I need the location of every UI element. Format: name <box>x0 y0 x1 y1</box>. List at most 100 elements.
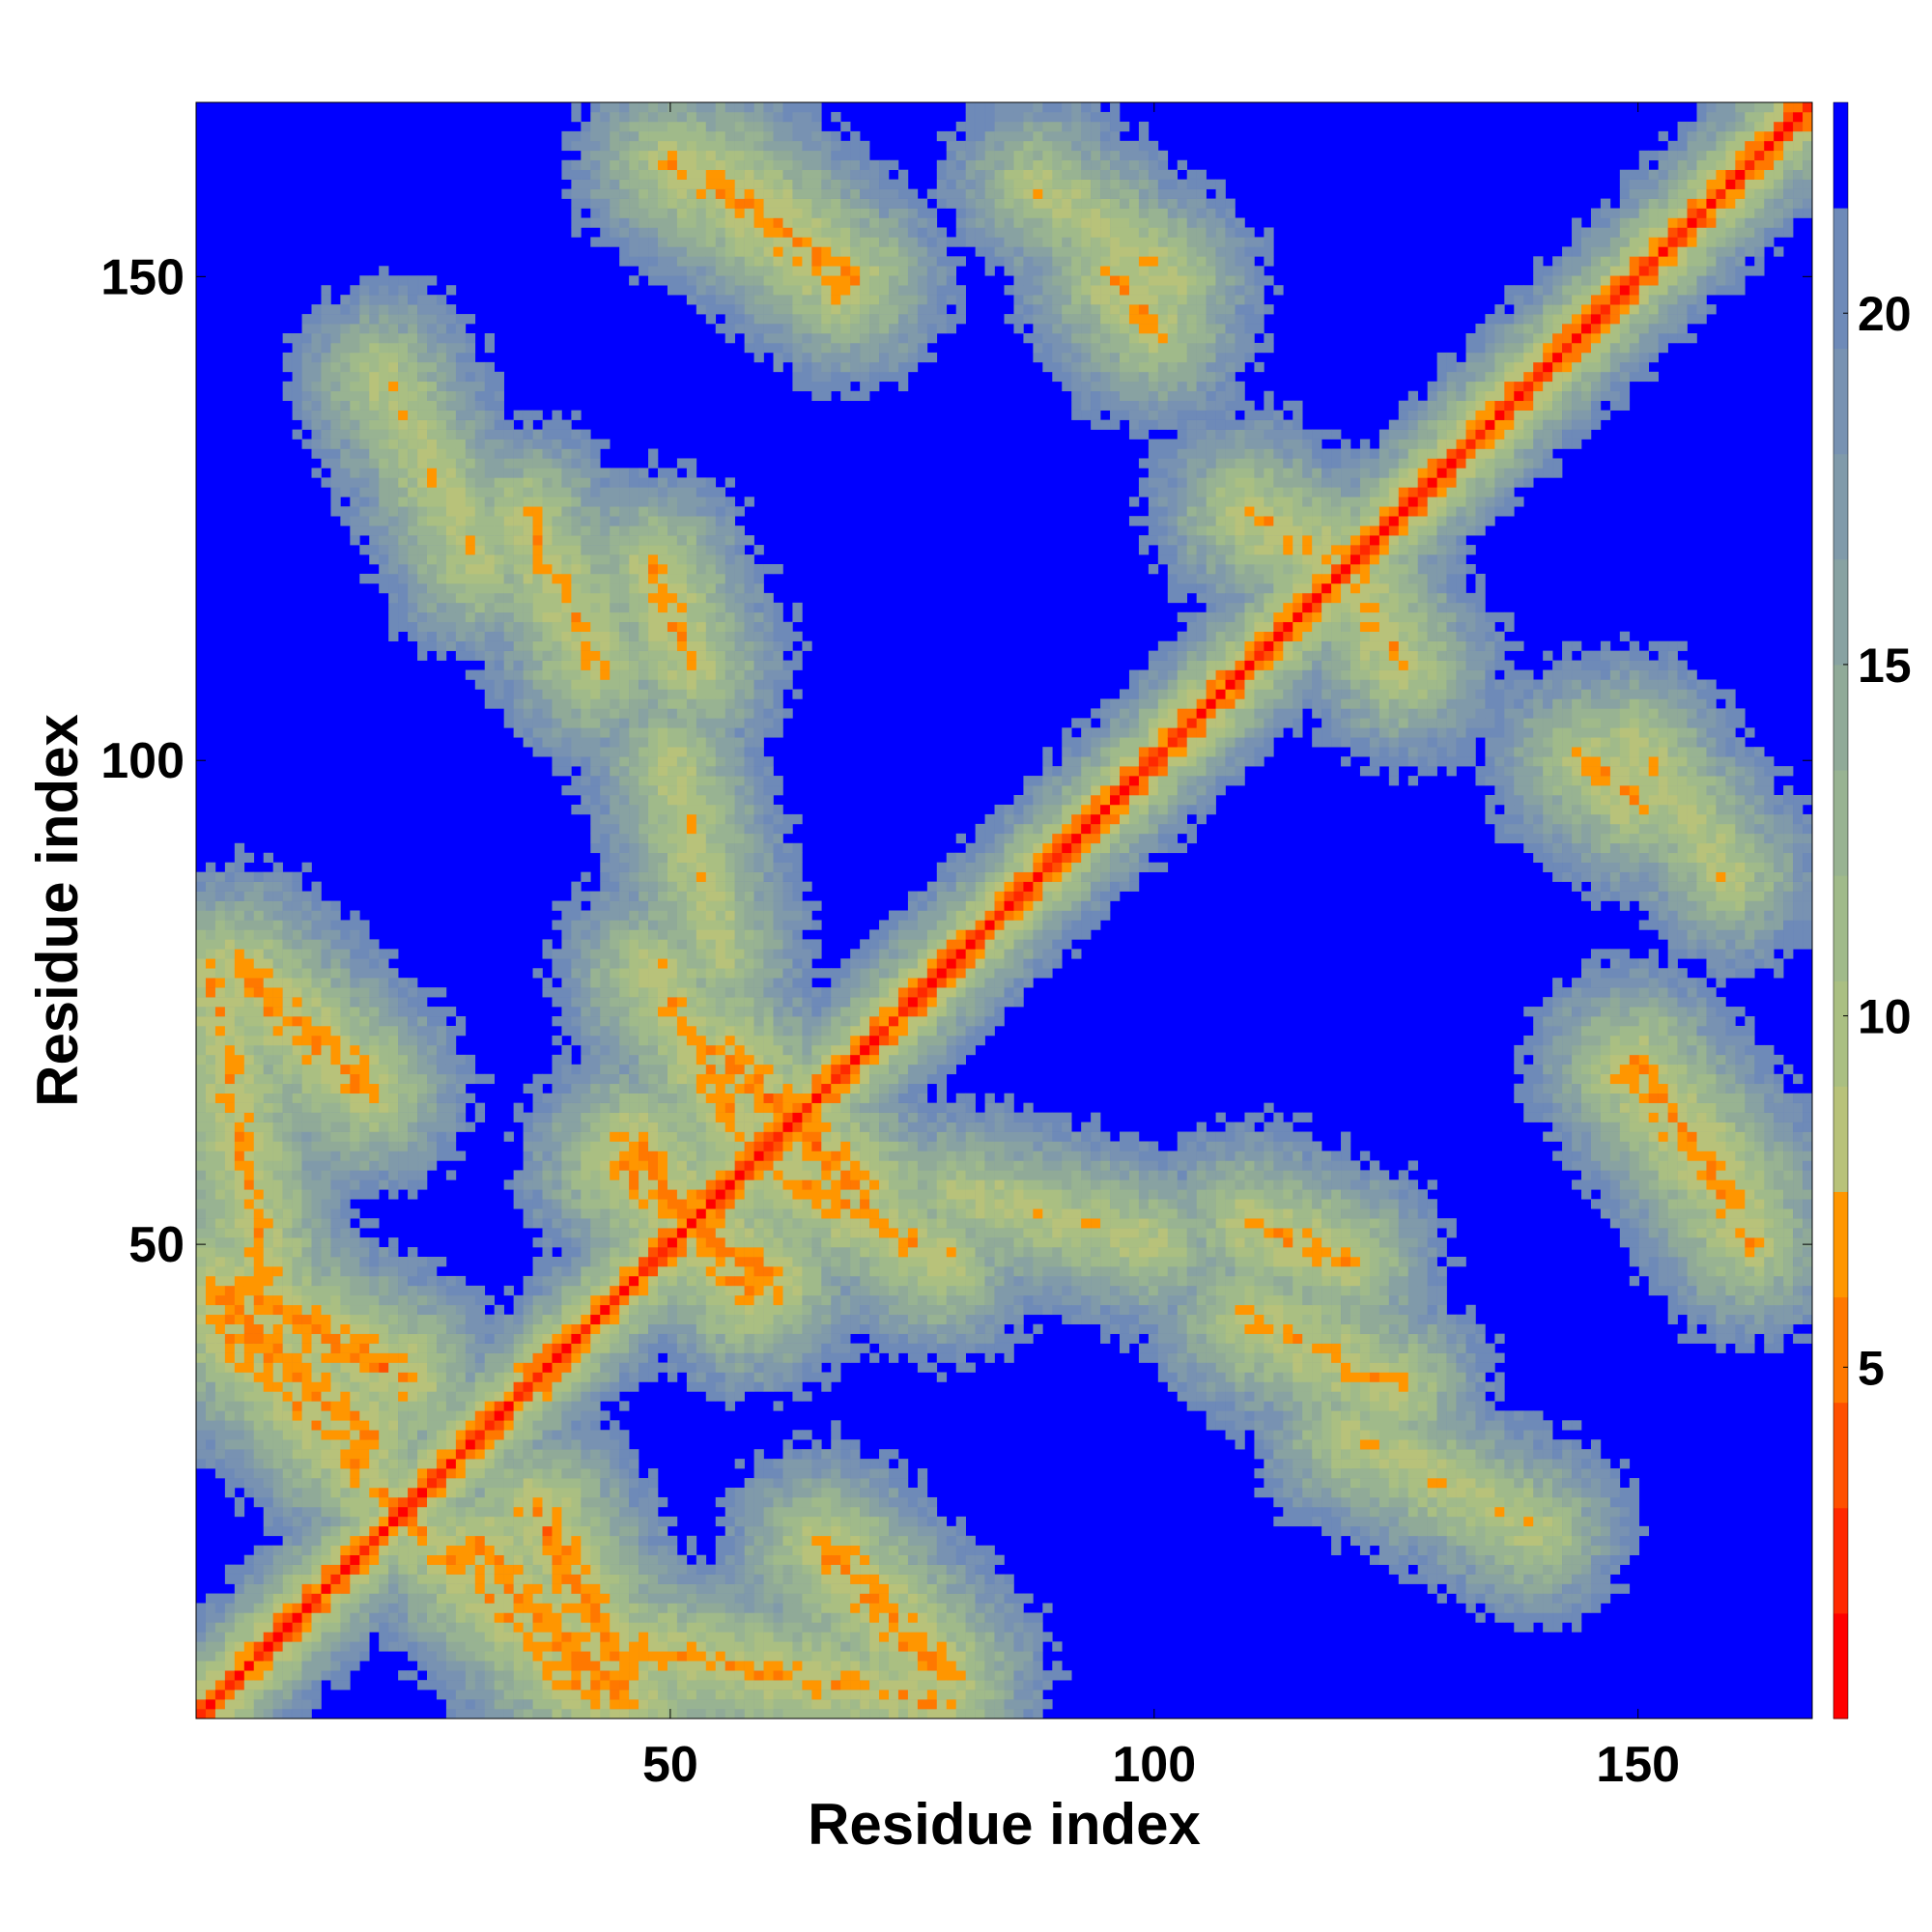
heatmap-cell <box>205 987 216 998</box>
heatmap-cell <box>369 1054 380 1065</box>
heatmap-cell <box>581 1391 591 1402</box>
heatmap-cell <box>427 1026 438 1037</box>
heatmap-cell <box>639 823 649 835</box>
heatmap-cell <box>340 1343 351 1353</box>
heatmap-cell <box>484 1401 496 1411</box>
heatmap-cell <box>427 1391 438 1402</box>
heatmap-cell <box>311 1257 322 1267</box>
heatmap-cell <box>263 1131 273 1142</box>
heatmap-cell <box>600 900 611 911</box>
heatmap-cell <box>590 602 601 613</box>
heatmap-cell <box>196 1391 207 1402</box>
heatmap-cell <box>417 1564 428 1575</box>
heatmap-cell <box>282 1208 293 1219</box>
heatmap-cell <box>436 1372 447 1382</box>
heatmap-cell <box>311 978 322 988</box>
heatmap-cell <box>532 727 543 738</box>
heatmap-cell <box>648 813 659 825</box>
heatmap-cell <box>503 669 514 680</box>
heatmap-cell <box>600 1641 611 1652</box>
heatmap-cell <box>600 650 611 661</box>
heatmap-cell <box>205 1641 216 1652</box>
heatmap-cell <box>330 314 341 325</box>
heatmap-cell <box>388 602 399 613</box>
heatmap-cell <box>272 1430 283 1440</box>
heatmap-cell <box>494 1410 504 1421</box>
heatmap-cell <box>417 458 428 469</box>
heatmap-cell <box>350 910 360 921</box>
heatmap-cell <box>639 987 649 998</box>
heatmap-cell <box>542 1496 553 1508</box>
heatmap-cell <box>292 1083 302 1094</box>
heatmap-cell <box>427 1304 438 1316</box>
heatmap-cell <box>214 1093 226 1103</box>
heatmap-cell <box>465 1506 476 1518</box>
heatmap-cell <box>282 1449 293 1460</box>
heatmap-cell <box>272 1304 283 1316</box>
heatmap-cell <box>648 1632 659 1642</box>
heatmap-cell <box>388 1007 399 1017</box>
heatmap-cell <box>532 1410 543 1421</box>
heatmap-cell <box>321 1622 331 1633</box>
heatmap-cell <box>513 1372 524 1382</box>
heatmap-cell <box>561 1343 572 1353</box>
heatmap-cell <box>205 1323 216 1334</box>
heatmap-cell <box>523 1574 533 1584</box>
heatmap-cell <box>513 448 524 459</box>
heatmap-cell <box>379 1612 389 1623</box>
heatmap-cell <box>234 1141 245 1151</box>
heatmap-cell <box>590 1535 601 1547</box>
heatmap-cell <box>600 929 611 940</box>
heatmap-cell <box>542 1381 553 1392</box>
heatmap-cell <box>301 1401 312 1411</box>
heatmap-cell <box>542 1333 553 1344</box>
heatmap-cell <box>330 1151 341 1161</box>
heatmap-cell <box>648 1026 659 1037</box>
heatmap-cell <box>398 1343 409 1353</box>
heatmap-cell <box>282 1690 293 1700</box>
heatmap-cell <box>561 1478 572 1489</box>
heatmap-cell <box>600 1333 611 1344</box>
heatmap-cell <box>224 1661 236 1671</box>
heatmap-cell <box>253 1690 265 1700</box>
heatmap-cell <box>253 939 265 950</box>
heatmap-cell <box>379 381 389 392</box>
heatmap-cell <box>610 1661 620 1671</box>
heatmap-cell <box>474 448 486 459</box>
heatmap-cell <box>359 1488 370 1498</box>
heatmap-cell <box>436 1007 447 1017</box>
heatmap-cell <box>427 1141 438 1151</box>
heatmap-cell <box>619 727 630 738</box>
heatmap-cell <box>379 1314 389 1325</box>
heatmap-cell <box>398 1257 409 1267</box>
heatmap-cell <box>600 1488 611 1498</box>
heatmap-cell <box>619 756 630 767</box>
heatmap-cell <box>369 1007 380 1017</box>
heatmap-cell <box>532 1285 543 1296</box>
heatmap-cell <box>292 390 302 402</box>
heatmap-cell <box>253 1141 265 1151</box>
heatmap-cell <box>523 1189 533 1200</box>
heatmap-cell <box>311 1622 322 1633</box>
heatmap-cell <box>523 1651 533 1662</box>
heatmap-cell <box>455 487 467 497</box>
heatmap-cell <box>292 1035 302 1046</box>
heatmap-cell <box>484 1612 496 1623</box>
heatmap-cell <box>571 718 582 728</box>
heatmap-cell <box>369 554 380 565</box>
heatmap-cell <box>590 1294 601 1306</box>
heatmap-cell <box>532 1179 543 1190</box>
heatmap-cell <box>272 1459 283 1469</box>
heatmap-cell <box>600 545 611 555</box>
heatmap-cell <box>272 1468 283 1479</box>
heatmap-cell <box>474 1612 486 1623</box>
heatmap-cell <box>465 1478 476 1489</box>
heatmap-cell <box>398 1362 409 1373</box>
heatmap-cell <box>561 1237 572 1248</box>
heatmap-cell <box>571 1612 582 1623</box>
heatmap-cell <box>350 526 360 536</box>
heatmap-cell <box>340 1083 351 1094</box>
heatmap-cell <box>321 1401 331 1411</box>
heatmap-cell <box>629 1343 639 1353</box>
heatmap-cell <box>311 390 322 402</box>
